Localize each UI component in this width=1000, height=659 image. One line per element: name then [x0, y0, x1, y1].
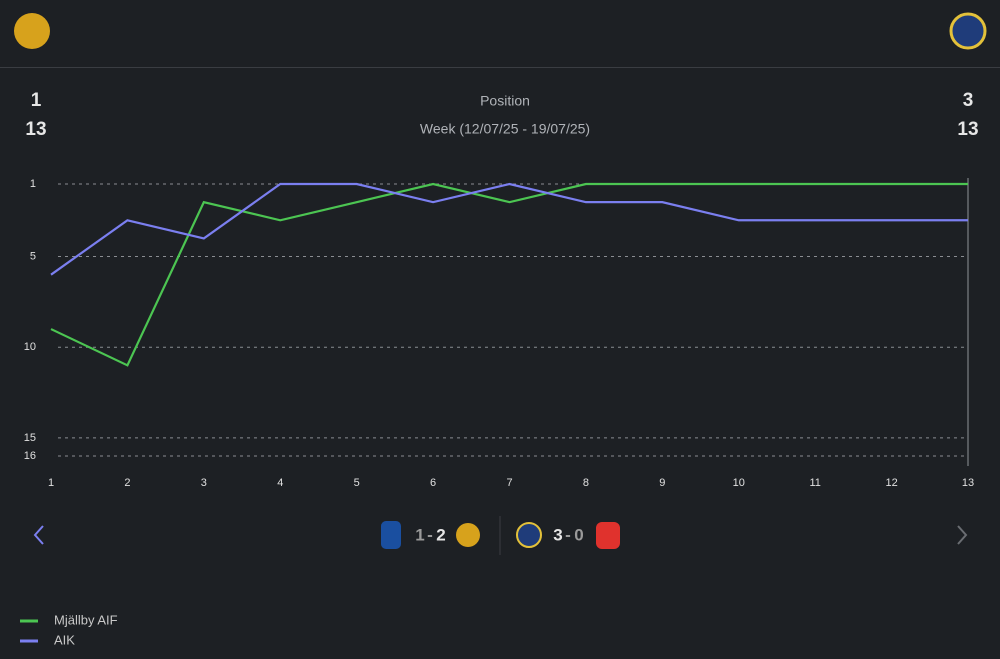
home-position: 1	[31, 90, 42, 111]
series-line	[50, 182, 968, 276]
x-tick-label: 3	[201, 477, 207, 489]
next-button[interactable]	[957, 525, 968, 545]
x-tick-label: 4	[277, 477, 283, 489]
y-tick-label: 10	[24, 341, 36, 353]
home-logo	[14, 13, 50, 49]
away-position: 3	[963, 90, 974, 111]
away-logo	[949, 12, 987, 50]
x-tick-label: 11	[809, 477, 820, 489]
team-logo	[381, 521, 401, 549]
team-logo	[596, 522, 620, 549]
score: 0	[574, 525, 583, 544]
x-tick-label: 13	[962, 477, 974, 489]
y-tick-label: 5	[30, 250, 36, 262]
x-tick-label: 7	[506, 477, 512, 489]
x-tick-label: 1	[48, 477, 54, 489]
legend-label: Mjällby AIF	[54, 612, 118, 627]
y-tick-label: 15	[24, 432, 36, 444]
x-tick-label: 8	[583, 477, 589, 489]
score: 3	[553, 525, 562, 544]
team-logo	[456, 523, 480, 547]
chart-title: Position	[480, 93, 530, 109]
series-line	[50, 182, 968, 367]
legend-label: AIK	[54, 632, 75, 647]
home-week: 13	[25, 119, 46, 140]
x-tick-label: 2	[124, 477, 130, 489]
score: 2	[436, 525, 445, 544]
x-tick-label: 5	[354, 477, 360, 489]
chart-subtitle: Week (12/07/25 - 19/07/25)	[420, 121, 590, 137]
team-logo	[516, 522, 542, 548]
x-tick-label: 6	[430, 477, 436, 489]
x-tick-label: 10	[733, 477, 745, 489]
score: 1	[415, 525, 424, 544]
y-tick-label: 1	[30, 178, 36, 190]
y-tick-label: 16	[24, 450, 36, 462]
away-week: 13	[957, 119, 978, 140]
score-separator: -	[565, 525, 571, 544]
prev-button[interactable]	[33, 525, 44, 545]
x-tick-label: 12	[885, 477, 897, 489]
score-separator: -	[427, 525, 433, 544]
x-tick-label: 9	[659, 477, 665, 489]
